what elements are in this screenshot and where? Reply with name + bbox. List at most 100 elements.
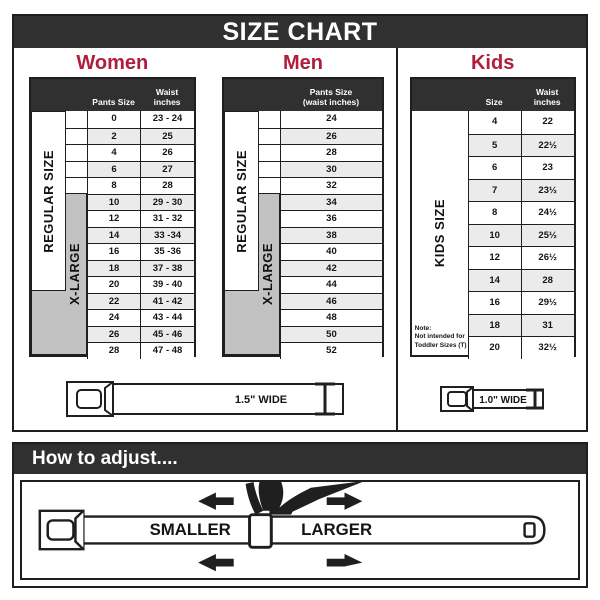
row-category-spacer (412, 111, 468, 134)
cell-size: 52 (279, 343, 382, 359)
cell-size: 4 (86, 145, 141, 161)
row-category-spacer (412, 270, 468, 292)
row-category-spacer (31, 327, 87, 343)
smaller-label: SMALLER (150, 520, 231, 539)
table-row: 10 29 - 30 (30, 193, 194, 210)
kids-size-table: Size Waist inches 4 22 5 22½ 6 23 7 23½ 8 24½ 10 25½… (409, 77, 576, 359)
cell-size: 22 (86, 293, 141, 309)
table-row: 24 (224, 111, 382, 128)
cell-waist: 28 (140, 178, 194, 194)
women-size-table: Pants Size Waist inches 0 23 - 24 2 25 4 26 6 27… (28, 77, 196, 359)
table-row: 6 23 (411, 156, 574, 179)
cell-size: 10 (86, 194, 141, 210)
table-row: 14 28 (411, 268, 574, 292)
women-belt-width-label: 1.5" WIDE (235, 394, 287, 406)
table-row: 7 23½ (411, 178, 574, 201)
cell-size: 26 (86, 326, 141, 342)
cell-waist: 31 - 32 (140, 211, 194, 227)
size-chart-card: SIZE CHART Women Pants Size Waist inches … (12, 14, 588, 432)
table-row: 34 (223, 193, 382, 211)
cell-waist: 37 - 38 (140, 260, 194, 276)
cell-size: 38 (279, 227, 382, 243)
cell-waist: 22 (520, 111, 574, 134)
belt-width-10-diagram: 1.0" WIDE (440, 386, 544, 412)
cell-size: 18 (86, 260, 141, 276)
cell-size: 20 (86, 277, 141, 293)
women-header-waist: Waist inches (153, 87, 181, 108)
cell-waist: 26 (140, 145, 194, 161)
wide-belt-diagram-row: 1.5" WIDE (18, 376, 398, 424)
cell-waist: 23½ (520, 179, 574, 201)
cell-waist: 25½ (520, 224, 574, 246)
cell-size: 40 (279, 244, 382, 260)
men-column: Men Pants Size (waist inches) 24 26 28 30 32… (211, 48, 396, 430)
cell-size: 16 (467, 292, 521, 314)
kids-table-header: Size Waist inches (411, 79, 574, 111)
page-title: SIZE CHART (222, 17, 378, 46)
row-category-spacer (224, 195, 280, 211)
arrow-left-icon (198, 492, 234, 572)
cell-size: 0 (86, 111, 141, 128)
cell-size: 6 (86, 161, 141, 177)
row-category-spacer (224, 211, 280, 227)
how-to-adjust-title-bar: How to adjust.... (14, 444, 586, 474)
cell-waist: 43 - 44 (140, 310, 194, 326)
row-category-spacer (31, 211, 87, 227)
table-row: 12 31 - 32 (30, 210, 194, 227)
row-category-spacer (412, 315, 468, 337)
row-category-spacer (31, 310, 87, 326)
table-row: 5 22½ (411, 133, 574, 156)
cell-waist: 26½ (520, 247, 574, 269)
belt-adjust-diagram: SMALLER LARGER (38, 482, 546, 572)
women-table-header: Pants Size Waist inches (30, 79, 194, 111)
men-header-line2: (waist inches) (302, 97, 360, 108)
kids-belt-width-label: 1.0" WIDE (479, 395, 527, 406)
size-chart-title-bar: SIZE CHART (14, 16, 586, 48)
cell-waist: 25 (140, 128, 194, 144)
table-row: 32 (223, 177, 382, 194)
cell-size: 8 (467, 202, 521, 224)
table-row: 28 (223, 144, 382, 161)
table-row: 24 43 - 44 (30, 309, 194, 326)
cell-waist: 35 -36 (140, 244, 194, 260)
table-row: 12 26½ (411, 246, 574, 269)
width-caliper-icon (526, 388, 544, 410)
how-to-adjust-title: How to adjust.... (32, 448, 178, 469)
width-caliper-icon (315, 382, 335, 416)
row-category-spacer (31, 162, 87, 178)
cell-waist: 33 -34 (140, 227, 194, 243)
table-row: 22 41 - 42 (30, 292, 194, 309)
row-category-spacer (412, 225, 468, 247)
table-row: 0 23 - 24 (31, 111, 194, 128)
table-row: 18 31 (411, 313, 574, 337)
table-row: 44 (223, 276, 382, 293)
cell-size: 14 (467, 269, 521, 291)
cell-waist: 31 (520, 314, 574, 336)
table-row: 46 (223, 292, 382, 309)
kids-header-size: Size (485, 97, 503, 108)
men-heading: Men (282, 52, 323, 74)
table-row: 4 22 (412, 111, 574, 134)
row-category-spacer (224, 310, 280, 326)
table-row: 10 25½ (411, 223, 574, 247)
table-row: 16 29½ (411, 291, 574, 314)
kids-column: Kids Size Waist inches 4 22 5 22½ 6 23 7 23½ 8 24½… (399, 48, 586, 430)
cell-waist: 47 - 48 (140, 343, 194, 359)
row-category-spacer (31, 277, 87, 293)
table-row: 26 (223, 127, 382, 144)
belt-strap-icon (38, 509, 546, 551)
row-category-spacer (224, 162, 280, 178)
hand-pinch-icon (245, 482, 363, 515)
belt-slider-icon (248, 513, 273, 549)
cell-waist: 23 (520, 157, 574, 179)
men-header-line1: Pants Size (309, 87, 353, 98)
cell-size: 18 (467, 314, 521, 336)
table-row: 8 24½ (411, 201, 574, 224)
row-category-spacer (224, 327, 280, 343)
men-header-pants-size: Pants Size (waist inches) (280, 88, 382, 111)
row-category-spacer (412, 202, 468, 224)
cell-waist: 28 (520, 269, 574, 291)
row-category-spacer (224, 343, 280, 359)
women-heading: Women (76, 52, 149, 74)
